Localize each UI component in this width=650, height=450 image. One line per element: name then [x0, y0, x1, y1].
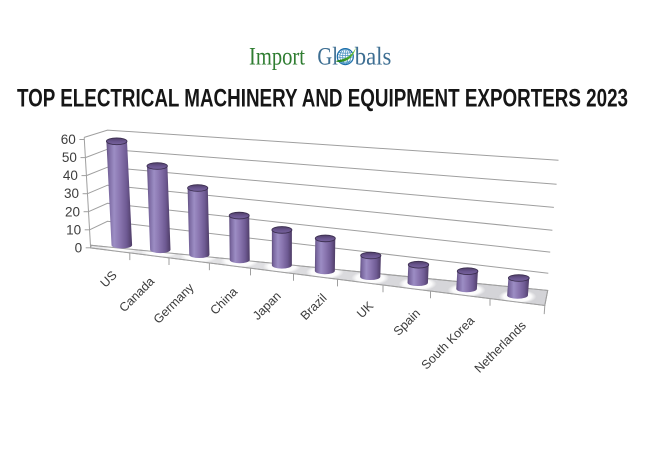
- svg-text:TOP ELECTRICAL MACHINERY AND E: TOP ELECTRICAL MACHINERY AND EQUIPMENT E…: [17, 84, 628, 112]
- svg-text:bals: bals: [355, 43, 392, 70]
- svg-text:50: 50: [62, 150, 77, 165]
- svg-text:0: 0: [75, 240, 83, 255]
- svg-text:60: 60: [61, 132, 76, 147]
- svg-text:10: 10: [66, 222, 81, 237]
- svg-text:40: 40: [63, 168, 78, 183]
- svg-text:Gl: Gl: [317, 43, 338, 70]
- svg-text:Import: Import: [249, 43, 305, 70]
- svg-text:20: 20: [65, 204, 80, 219]
- svg-text:30: 30: [64, 186, 79, 201]
